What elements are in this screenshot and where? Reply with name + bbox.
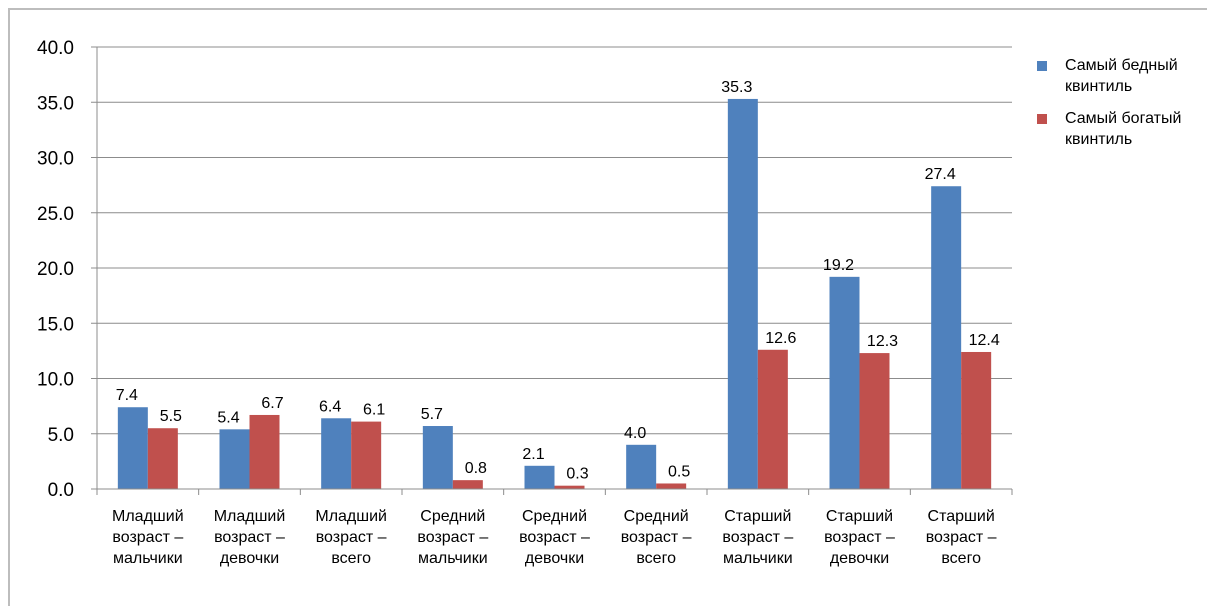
x-tick-label-line: Младший [112,508,184,525]
x-tick-label-line: Средний [624,508,689,525]
bar [829,276,860,489]
bar [626,444,657,489]
x-tick-label-line: возраст – [621,529,692,546]
data-label: 12.6 [765,330,796,347]
bar [727,98,758,489]
x-tick-label-line: мальчики [418,550,488,567]
legend-label-line: квинтиль [1065,78,1132,95]
x-tick-label-line: Младший [315,508,387,525]
data-label: 12.4 [969,332,1000,349]
data-label: 5.5 [160,408,182,425]
y-tick-label: 35.0 [37,93,74,114]
x-tick-label-line: возраст – [316,529,387,546]
x-tick-label: Младший возраст – мальчики [112,508,184,567]
bars [117,98,992,490]
x-tick-label: Старший возраст – девочки [824,508,895,567]
bar [961,351,992,489]
data-label: 6.4 [319,398,341,415]
x-tick-label-line: возраст – [417,529,488,546]
y-tick-label: 5.0 [48,425,74,446]
data-label: 0.3 [566,466,588,483]
bar [757,349,788,489]
bar [117,407,148,489]
data-label: 5.4 [217,409,239,426]
x-tick-label-line: возраст – [722,529,793,546]
data-label: 5.7 [421,406,443,423]
x-tick-label-line: Старший [928,508,995,525]
data-label: 12.3 [867,333,898,350]
chart-frame [8,8,1207,606]
data-label: 2.1 [522,446,544,463]
x-tick-label: Старший возраст – мальчики [722,508,793,567]
x-tick-label: Средний возраст – девочки [519,508,590,567]
axes: 0.0 5.0 10.0 15.0 20.0 25.0 30.0 35.0 40.0 Младши… [37,38,1013,567]
data-label: 6.7 [261,395,283,412]
legend-label-line: квинтиль [1065,131,1132,148]
x-tick-label-line: Старший [724,508,791,525]
data-label: 4.0 [624,425,646,442]
x-tick-label-line: мальчики [723,550,793,567]
x-tick-label: Младший возраст – всего [315,508,387,567]
x-tick-label: Младший возраст – девочки [214,508,286,567]
y-tick-label: 20.0 [37,259,74,280]
bar [859,353,890,489]
x-tick-label-line: возраст – [824,529,895,546]
legend-label-line: Самый богатый [1065,110,1181,127]
data-label: 35.3 [721,79,752,96]
x-tick-label-line: всего [331,550,371,567]
legend-swatch [1037,61,1047,71]
bar [422,426,453,489]
data-label: 0.8 [465,460,487,477]
bar [321,418,352,489]
x-tick-label-line: Старший [826,508,893,525]
x-tick-label-line: возраст – [214,529,285,546]
legend-label-line: Самый бедный [1065,57,1178,74]
x-tick-label-line: всего [941,550,981,567]
x-tick-label-line: мальчики [113,550,183,567]
data-label: 19.2 [823,257,854,274]
y-tick-label: 25.0 [37,204,74,225]
y-tick-label: 15.0 [37,314,74,335]
x-tick-label-line: девочки [525,550,584,567]
x-tick-label-line: возраст – [926,529,997,546]
legend-swatch [1037,114,1047,124]
x-tick-label: Старший возраст – всего [926,508,997,567]
legend-label: Самый богатый квинтиль [1065,110,1181,148]
x-tick-label: Средний возраст – всего [621,508,692,567]
bar [219,429,250,489]
bar [147,428,178,489]
x-tick-label-line: девочки [830,550,889,567]
y-tick-label: 0.0 [48,480,74,501]
bar [931,186,962,490]
bar [656,483,687,489]
bar [351,421,382,489]
legend-label: Самый бедный квинтиль [1065,57,1178,95]
gridlines [97,46,1012,435]
x-tick-label-line: возраст – [519,529,590,546]
x-tick-label-line: Младший [214,508,286,525]
data-labels: 7.4 5.5 5.4 6.7 6.4 6.1 5.7 0.8 2.1 0.3 4.0 0.5 35.3… [116,79,1000,483]
data-label: 27.4 [925,166,956,183]
bar [554,485,585,489]
data-label: 0.5 [668,463,690,480]
data-label: 7.4 [116,387,138,404]
y-tick-label: 40.0 [37,38,74,59]
bar [452,480,483,489]
x-tick-label-line: Средний [420,508,485,525]
x-tick-label-line: девочки [220,550,279,567]
bar [249,414,280,489]
y-tick-label: 30.0 [37,149,74,170]
data-label: 6.1 [363,402,385,419]
x-tick-label-line: возраст – [112,529,183,546]
y-tick-label: 10.0 [37,370,74,391]
bar [524,465,555,489]
x-tick-label-line: всего [636,550,676,567]
x-tick-label: Средний возраст – мальчики [417,508,488,567]
x-tick-label-line: Средний [522,508,587,525]
legend: Самый бедный квинтиль Самый богатый квинтил… [1037,57,1181,148]
